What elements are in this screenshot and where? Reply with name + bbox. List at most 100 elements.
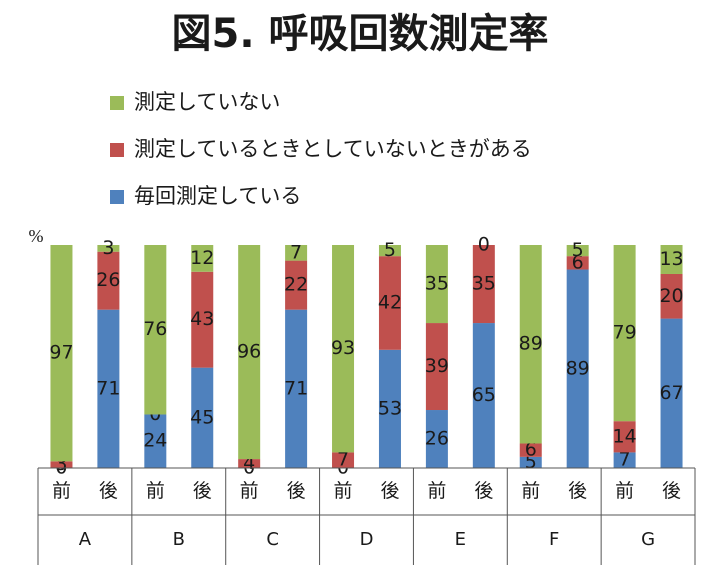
bar-segment <box>191 271 214 368</box>
x-tick-label: 前 <box>52 480 71 502</box>
bar-segment <box>191 245 214 272</box>
bar-segment <box>660 245 683 274</box>
data-label: 24 <box>143 430 167 452</box>
data-label: 79 <box>613 322 637 344</box>
data-label: 45 <box>190 406 214 428</box>
data-label: 35 <box>472 273 496 295</box>
bar-segment <box>332 452 355 468</box>
data-label: 39 <box>425 355 449 377</box>
bar-segment <box>332 245 355 453</box>
bar-segment <box>97 245 120 252</box>
bar-segment <box>97 251 120 310</box>
data-label: 22 <box>284 274 308 296</box>
bar-segment <box>425 323 448 411</box>
data-label: 53 <box>378 397 402 419</box>
bar-segment <box>238 245 261 460</box>
data-label: 89 <box>519 333 543 355</box>
data-label: 20 <box>659 285 683 307</box>
data-label: 71 <box>284 377 308 399</box>
bar-segment <box>50 245 73 462</box>
data-label: 12 <box>190 247 214 269</box>
bar-segment <box>519 443 542 457</box>
x-tick-label: 前 <box>615 480 634 502</box>
group-label: G <box>641 529 655 550</box>
data-label: 35 <box>425 273 449 295</box>
bar-segment <box>613 245 636 422</box>
x-tick-label: 後 <box>474 480 493 502</box>
bar-segment <box>613 421 636 453</box>
bar-segment <box>285 260 308 310</box>
chart-title: 図5. 呼吸回数測定率 <box>172 11 549 57</box>
x-tick-label: 前 <box>521 480 540 502</box>
x-tick-label: 前 <box>427 480 446 502</box>
legend-swatch <box>110 143 124 157</box>
data-label: 3 <box>102 237 114 259</box>
data-label: 14 <box>613 425 637 447</box>
bar-segment <box>191 367 214 468</box>
group-label: C <box>266 529 279 550</box>
data-label: 0 <box>478 234 490 256</box>
x-tick-label: 前 <box>334 480 353 502</box>
x-tick-label: 後 <box>380 480 399 502</box>
group-label: A <box>79 529 92 550</box>
bar-segment <box>144 245 167 415</box>
group-label: D <box>360 529 374 550</box>
x-tick-label: 後 <box>193 480 212 502</box>
x-tick-label: 後 <box>99 480 118 502</box>
x-tick-label: 前 <box>240 480 259 502</box>
data-label: 26 <box>96 269 120 291</box>
bar-segment <box>50 461 73 468</box>
data-label: 76 <box>143 318 167 340</box>
bar-segment <box>378 245 401 257</box>
bar-segment <box>425 245 448 324</box>
bar-segment <box>472 245 495 324</box>
bar-segment <box>238 459 261 468</box>
data-label: 6 <box>525 439 537 461</box>
data-label: 93 <box>331 337 355 359</box>
bar-segment <box>425 410 448 468</box>
bar-segment <box>285 245 308 261</box>
group-label: F <box>549 529 559 550</box>
data-label: 7 <box>337 449 349 471</box>
bar-segment <box>144 414 167 468</box>
data-label: 65 <box>472 384 496 406</box>
data-label: 89 <box>566 357 590 379</box>
bar-segment <box>519 456 542 468</box>
legend-label: 測定していない <box>134 90 280 114</box>
bar-segment <box>660 273 683 319</box>
x-tick-label: 後 <box>662 480 681 502</box>
bar-segment <box>97 309 120 468</box>
data-label: 26 <box>425 428 449 450</box>
data-label: 67 <box>659 382 683 404</box>
bar-segment <box>660 318 683 468</box>
data-label: 96 <box>237 341 261 363</box>
y-axis-label: % <box>29 226 44 246</box>
legend-swatch <box>110 190 124 204</box>
legend-swatch <box>110 96 124 110</box>
group-label: E <box>455 529 466 550</box>
data-label: 5 <box>384 239 396 261</box>
bar-segment <box>613 452 636 468</box>
data-label: 71 <box>96 377 120 399</box>
data-label: 13 <box>659 248 683 270</box>
group-label: B <box>173 529 185 550</box>
bar-segment <box>285 309 308 468</box>
x-tick-label: 後 <box>287 480 306 502</box>
bar-segment <box>519 245 542 444</box>
data-label: 7 <box>619 449 631 471</box>
x-tick-label: 前 <box>146 480 165 502</box>
legend-label: 測定しているときとしていないときがある <box>134 137 532 161</box>
data-label: 5 <box>572 239 584 261</box>
bar-segment <box>566 245 589 257</box>
bar-segment <box>378 256 401 350</box>
data-label: 6 <box>572 251 584 273</box>
data-label: 7 <box>290 241 302 263</box>
bar-segment <box>566 256 589 270</box>
data-label: 42 <box>378 291 402 313</box>
bar-segment <box>566 269 589 468</box>
legend-label: 毎回測定している <box>134 184 301 208</box>
x-tick-label: 後 <box>568 480 587 502</box>
data-label: 97 <box>49 342 73 364</box>
bar-segment <box>472 323 495 468</box>
